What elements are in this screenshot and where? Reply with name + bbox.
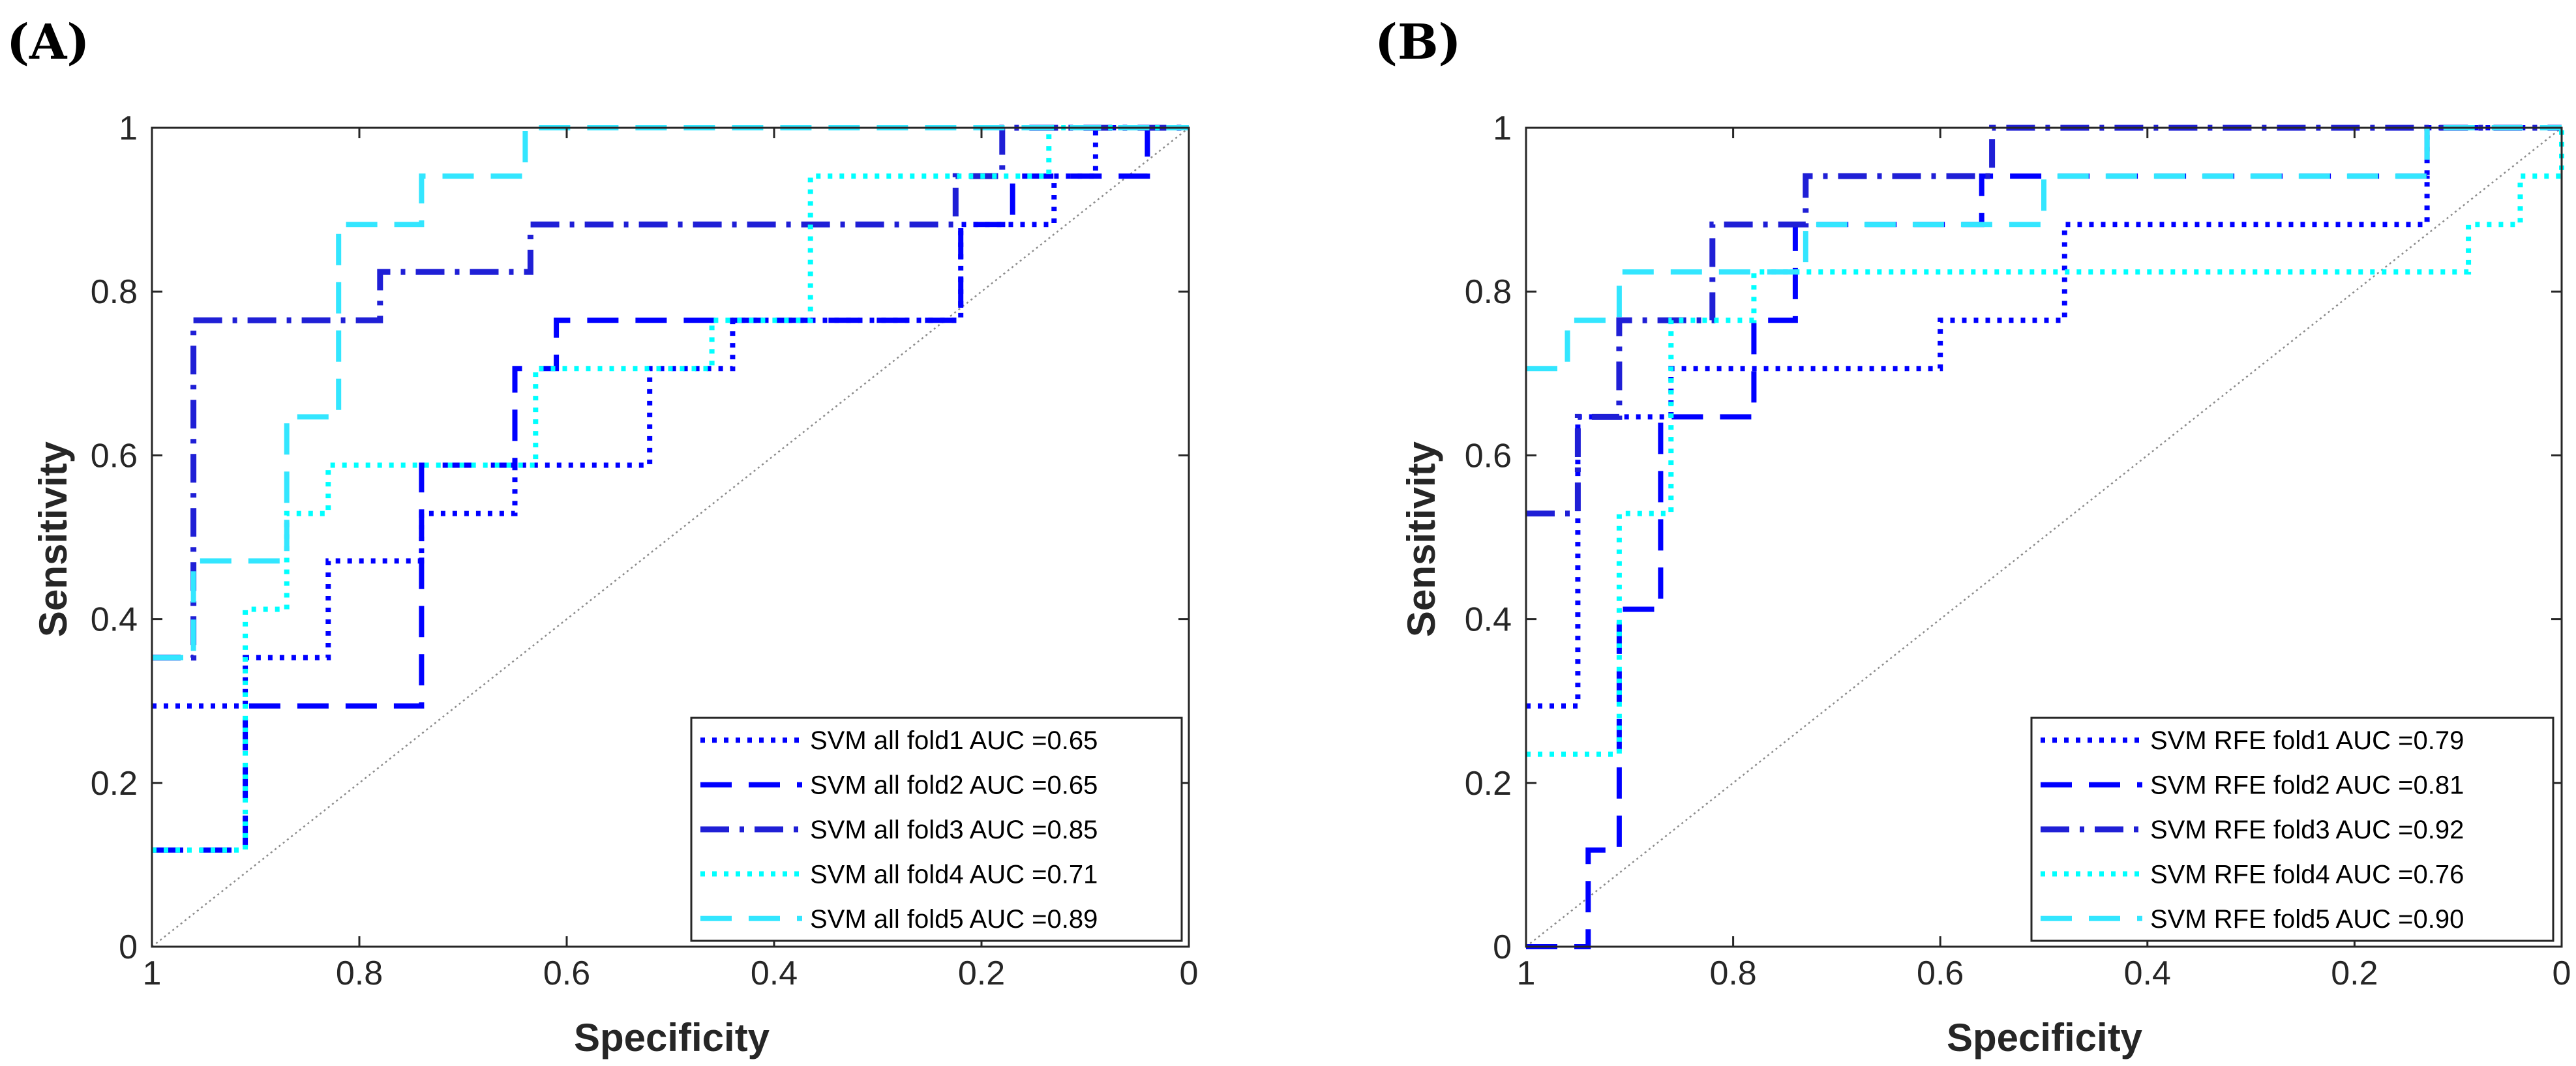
legend-label-fold5: SVM all fold5 AUC =0.89	[810, 905, 1098, 934]
legend-label-fold1: SVM RFE fold1 AUC =0.79	[2150, 726, 2464, 755]
roc-curve-fold1	[1526, 125, 2562, 709]
roc-curve-fold5	[152, 125, 1189, 660]
panel-a-x-axis-title: Specificity	[574, 1016, 770, 1059]
y-tick-label: 0	[1493, 928, 1512, 966]
x-tick-label: 0	[2553, 955, 2571, 992]
y-tick-label: 0.8	[1465, 273, 1512, 311]
legend-label-fold4: SVM RFE fold4 AUC =0.76	[2150, 860, 2464, 889]
y-tick-label: 0.8	[91, 273, 138, 311]
panel-a-y-axis-title: Sensitivity	[31, 441, 75, 637]
panel-b-x-axis-title: Specificity	[1947, 1016, 2143, 1059]
panel-b: (B) Specificity Sensitivity 1 0.8 0.6 0.4 0.…	[1375, 14, 2571, 1059]
x-tick-label: 1	[1517, 955, 1536, 992]
roc-curve-fold5	[1526, 125, 2562, 372]
legend-label-fold2: SVM all fold2 AUC =0.65	[810, 771, 1098, 800]
y-tick-label: 0.6	[91, 437, 138, 475]
y-tick-label: 0.6	[1465, 437, 1512, 475]
legend-label-fold3: SVM RFE fold3 AUC =0.92	[2150, 816, 2464, 844]
x-tick-label: 0.8	[1709, 955, 1756, 992]
x-tick-label: 0.4	[751, 955, 798, 992]
legend-label-fold4: SVM all fold4 AUC =0.71	[810, 860, 1098, 889]
x-tick-label: 0	[1180, 955, 1199, 992]
chance-diagonal-line	[1525, 127, 2562, 947]
y-tick-label: 0.4	[1465, 601, 1512, 639]
roc-curve-fold1	[152, 125, 1189, 709]
roc-curve-fold3	[152, 125, 1189, 661]
panel-b-label: (B)	[1375, 14, 1461, 70]
x-tick-label: 0.6	[543, 955, 590, 992]
y-tick-label: 0	[119, 928, 138, 966]
roc-curve-fold4	[152, 125, 1189, 853]
y-tick-label: 0.2	[1465, 765, 1512, 803]
axes-box	[151, 126, 1190, 948]
y-tick-label: 1	[1493, 110, 1512, 147]
y-tick-label: 0.4	[91, 601, 138, 639]
y-tick-label: 0.2	[91, 765, 138, 803]
legend-label-fold1: SVM all fold1 AUC =0.65	[810, 726, 1098, 755]
x-tick-label: 1	[143, 955, 162, 992]
chance-diagonal-line	[151, 127, 1190, 947]
legend-label-fold2: SVM RFE fold2 AUC =0.81	[2150, 771, 2464, 800]
x-tick-label: 0.2	[958, 955, 1005, 992]
roc-curve-fold2	[152, 125, 1189, 853]
x-tick-label: 0.8	[336, 955, 383, 992]
panel-a: (A) Specificity Sensitivity 1 0.8 0.6 0.4 0.…	[7, 14, 1198, 1059]
roc-curve-fold3	[1526, 125, 2562, 517]
y-tick-label: 1	[119, 110, 138, 147]
legend-label-fold3: SVM all fold3 AUC =0.85	[810, 816, 1098, 844]
x-tick-label: 0.4	[2124, 955, 2171, 992]
axes-box	[1525, 126, 2563, 948]
x-tick-label: 0.6	[1917, 955, 1964, 992]
legend-label-fold5: SVM RFE fold5 AUC =0.90	[2150, 905, 2464, 934]
panel-a-label: (A)	[7, 14, 89, 70]
panel-b-y-axis-title: Sensitivity	[1400, 441, 1443, 637]
x-tick-label: 0.2	[2331, 955, 2378, 992]
